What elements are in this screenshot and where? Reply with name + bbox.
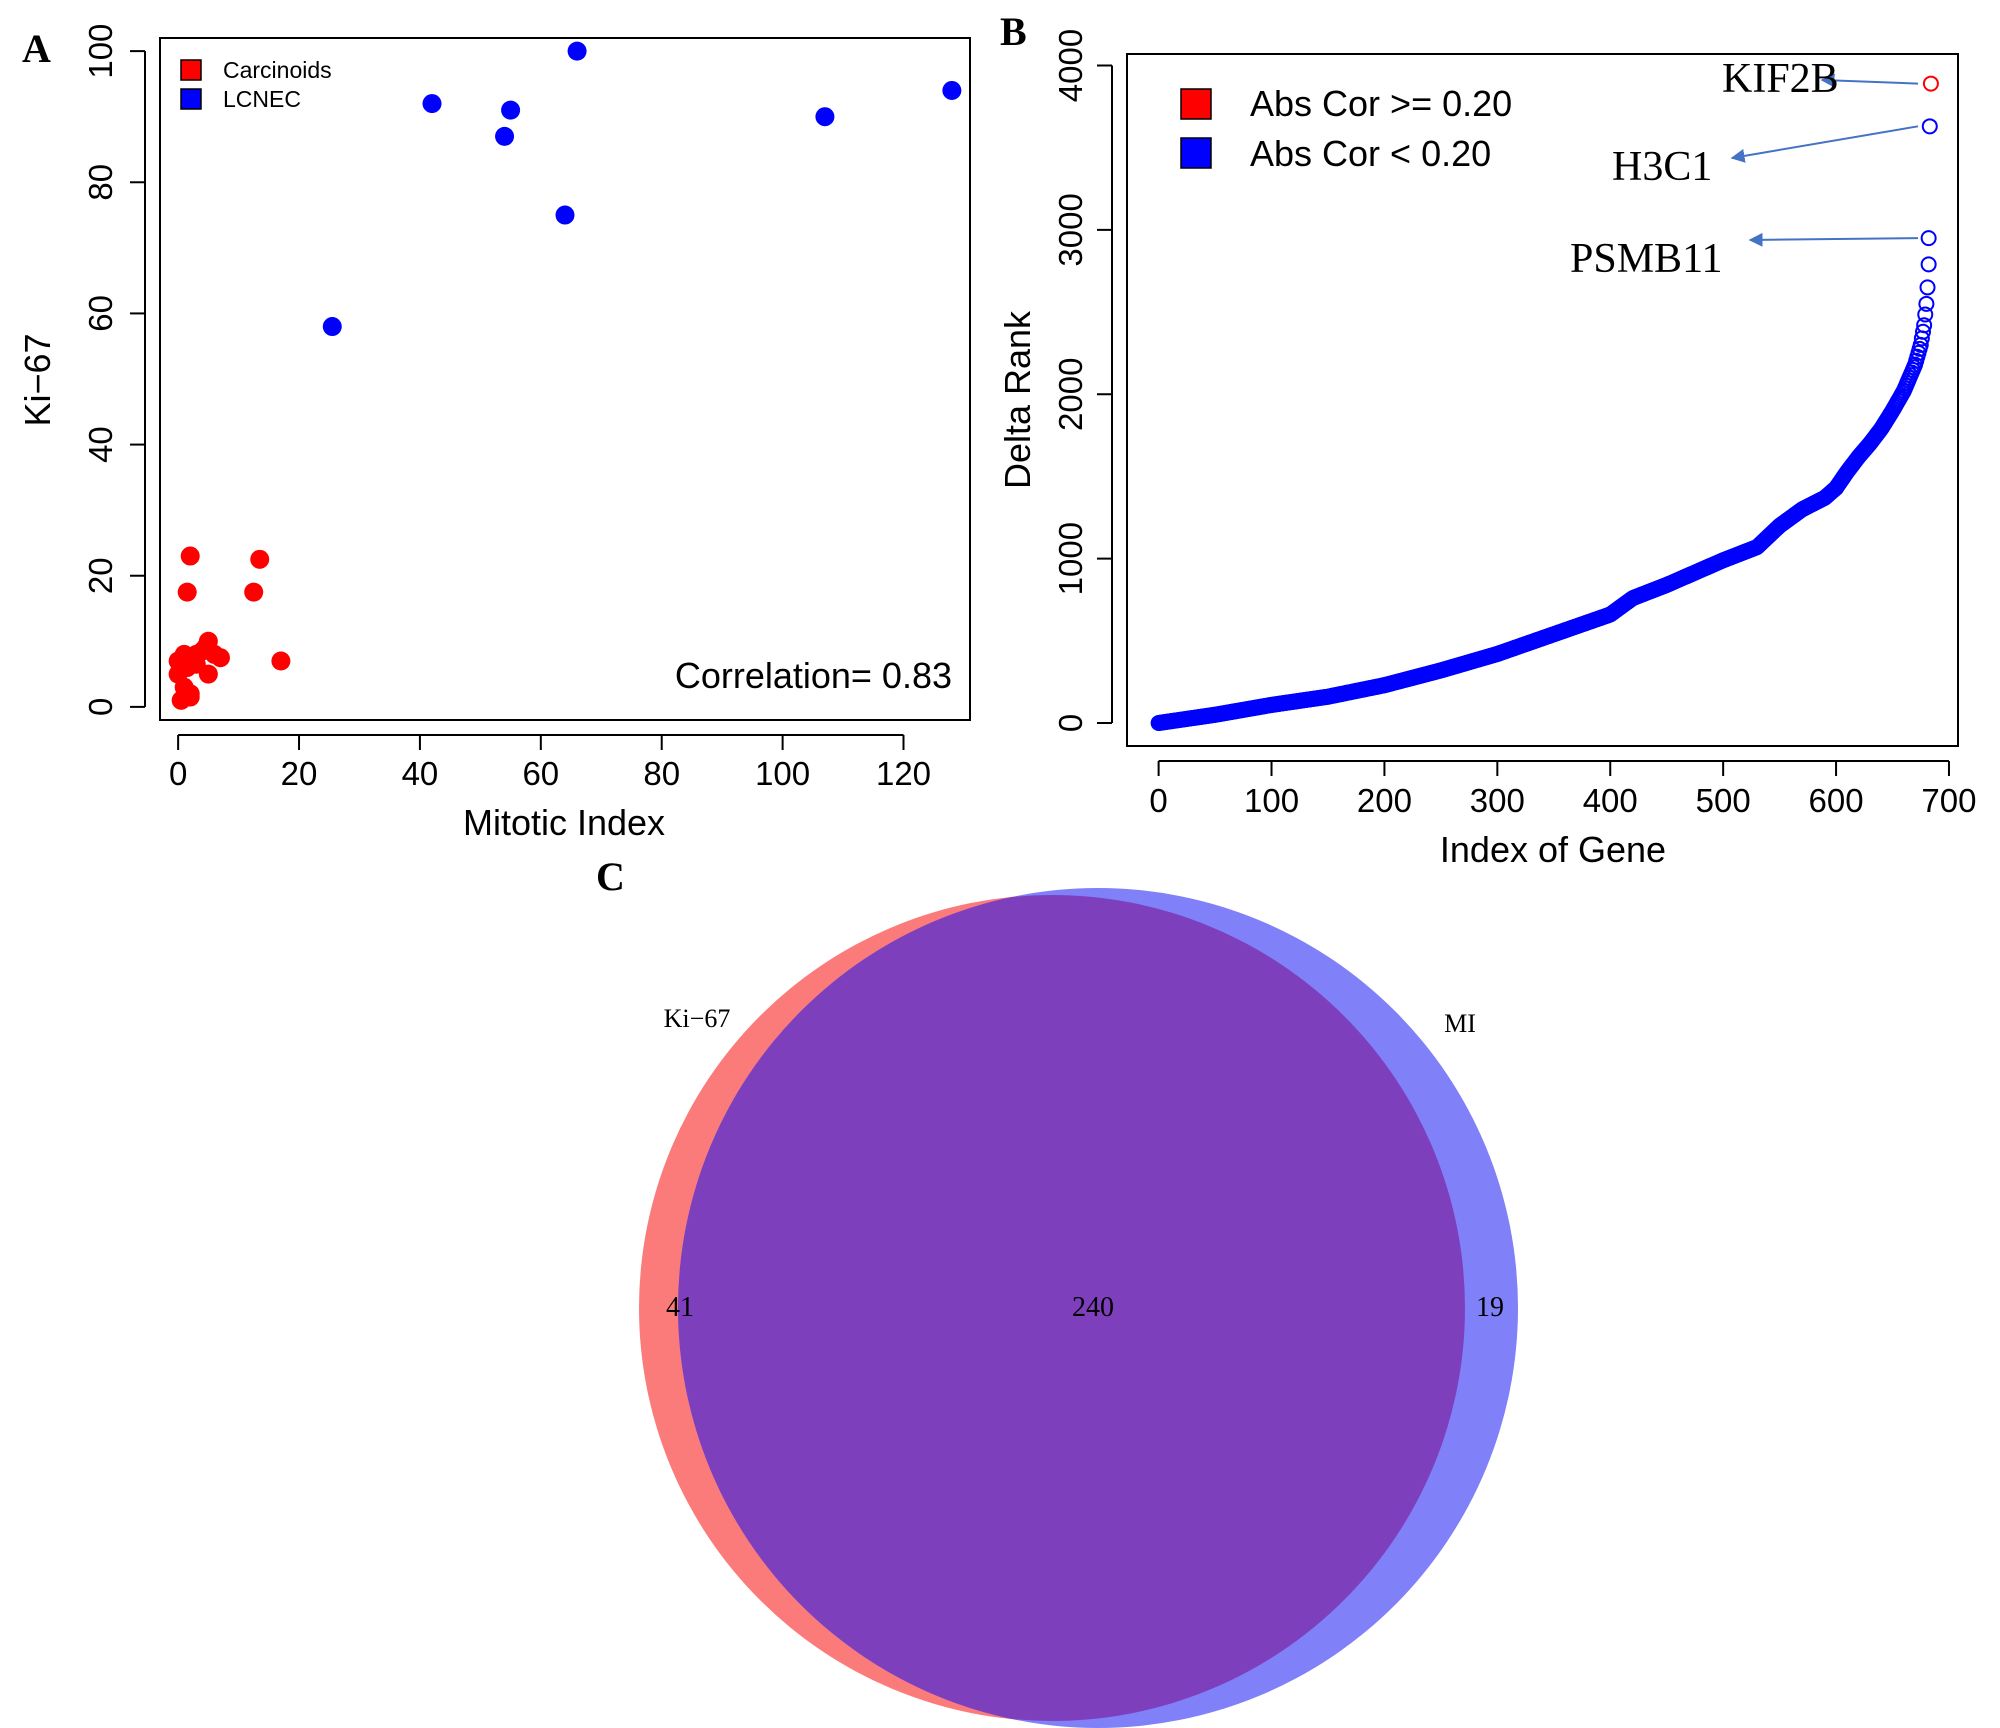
x-tick-label: 80 <box>643 755 680 792</box>
outlier-point <box>1920 256 1937 273</box>
gene-arrow <box>1820 73 1919 88</box>
y-tick-label: 80 <box>82 164 119 201</box>
y-tick-label: 0 <box>82 698 119 716</box>
panel-b-x-label: Index of Gene <box>1440 829 1666 870</box>
data-point-lcnec <box>942 80 962 100</box>
gene-label: PSMB11 <box>1570 236 1723 282</box>
data-point-carcinoids <box>250 549 270 569</box>
venn-count-ki67-only: 41 <box>666 1292 694 1323</box>
legend-label-abs-cor-low: Abs Cor < 0.20 <box>1250 133 1491 174</box>
data-point-lcnec <box>555 205 575 225</box>
x-tick-label: 40 <box>402 755 439 792</box>
gene-arrow <box>1730 125 1919 163</box>
venn-count-mi-only: 19 <box>1476 1292 1504 1323</box>
gene-label: KIF2B <box>1722 56 1839 102</box>
outlier-point <box>1922 75 1939 92</box>
legend-label-abs-cor-high: Abs Cor >= 0.20 <box>1250 83 1512 124</box>
x-tick-label: 200 <box>1357 782 1412 819</box>
legend-swatch-lcnec <box>180 88 202 110</box>
legend-swatch-abs-cor-low <box>1180 137 1212 169</box>
data-point-carcinoids <box>177 582 197 602</box>
y-tick-label: 60 <box>82 295 119 332</box>
data-point <box>1918 295 1935 312</box>
outlier-point <box>1921 118 1938 135</box>
legend-swatch-abs-cor-high <box>1180 88 1212 120</box>
data-point-lcnec <box>567 41 587 61</box>
data-point-lcnec <box>422 94 442 114</box>
correlation-annotation: Correlation= 0.83 <box>675 655 952 696</box>
x-tick-label: 0 <box>1149 782 1167 819</box>
legend-label-lcnec: LCNEC <box>223 86 301 112</box>
data-point-lcnec <box>501 100 521 120</box>
panel-b-chart: B 0 100 200 300 400 500 600 700 0 1000 2000 3000 40… <box>997 9 1976 870</box>
data-point <box>1919 279 1936 296</box>
panel-b-x-axis: 0 100 200 300 400 500 600 700 <box>1149 760 1976 819</box>
panel-b-legend: Abs Cor >= 0.20 Abs Cor < 0.20 <box>1180 83 1512 174</box>
panel-a-x-axis: 0 20 40 60 80 100 120 <box>169 734 931 792</box>
y-tick-label: 1000 <box>1052 522 1089 595</box>
panel-b-y-label: Delta Rank <box>997 310 1038 489</box>
panel-b-y-axis: 0 1000 2000 3000 4000 <box>1052 29 1113 732</box>
data-point-lcnec <box>495 126 515 146</box>
x-tick-label: 300 <box>1470 782 1525 819</box>
panel-a-label: A <box>22 26 51 71</box>
data-point <box>1917 306 1934 323</box>
data-point-carcinoids <box>210 648 230 668</box>
data-point-carcinoids <box>198 664 218 684</box>
panel-b-label: B <box>1000 9 1027 54</box>
panel-b-plot-frame <box>1126 53 1959 747</box>
venn-count-overlap: 240 <box>1072 1292 1114 1323</box>
y-tick-label: 0 <box>1052 714 1089 732</box>
gene-label: H3C1 <box>1612 144 1712 190</box>
data-point-carcinoids <box>244 582 264 602</box>
panel-a-chart: A 0 20 40 60 80 100 120 0 20 40 60 80 100 Mitotic I… <box>17 24 971 843</box>
data-point <box>1914 323 1931 340</box>
x-tick-label: 400 <box>1583 782 1638 819</box>
legend-label-carcinoids: Carcinoids <box>223 57 332 83</box>
outlier-point <box>1920 230 1937 247</box>
panel-a-points <box>168 41 962 710</box>
venn-label-ki67: Ki−67 <box>664 1004 731 1033</box>
x-tick-label: 60 <box>522 755 559 792</box>
x-tick-label: 20 <box>281 755 318 792</box>
x-tick-label: 0 <box>169 755 187 792</box>
panel-b-points <box>1150 75 1939 731</box>
y-tick-label: 4000 <box>1052 29 1089 102</box>
x-tick-label: 700 <box>1921 782 1976 819</box>
panel-a-legend: Carcinoids LCNEC <box>180 57 332 112</box>
x-tick-label: 100 <box>1244 782 1299 819</box>
legend-swatch-carcinoids <box>180 59 202 81</box>
panel-a-y-label: Ki−67 <box>17 333 58 426</box>
x-tick-label: 500 <box>1696 782 1751 819</box>
y-tick-label: 100 <box>82 24 119 79</box>
venn-label-mi: MI <box>1444 1009 1476 1038</box>
x-tick-label: 100 <box>755 755 810 792</box>
panel-a-x-label: Mitotic Index <box>463 802 665 843</box>
data-point-lcnec <box>322 317 342 337</box>
y-tick-label: 20 <box>82 557 119 594</box>
x-tick-label: 600 <box>1809 782 1864 819</box>
panel-c-label: C <box>596 854 625 899</box>
x-tick-label: 120 <box>876 755 931 792</box>
y-tick-label: 2000 <box>1052 358 1089 431</box>
data-point <box>1916 317 1933 334</box>
data-point-carcinoids <box>180 687 200 707</box>
gene-arrow <box>1748 232 1919 247</box>
venn-overlap <box>678 895 1465 1721</box>
data-point-lcnec <box>815 107 835 127</box>
y-tick-label: 3000 <box>1052 193 1089 266</box>
panel-a-plot-frame <box>159 37 971 721</box>
data-point-carcinoids <box>271 651 291 671</box>
panel-a-y-axis: 0 20 40 60 80 100 <box>82 24 146 716</box>
y-tick-label: 40 <box>82 426 119 463</box>
data-point-carcinoids <box>180 546 200 566</box>
panel-c-venn: C Ki−67 MI 41 240 19 <box>596 854 1518 1728</box>
